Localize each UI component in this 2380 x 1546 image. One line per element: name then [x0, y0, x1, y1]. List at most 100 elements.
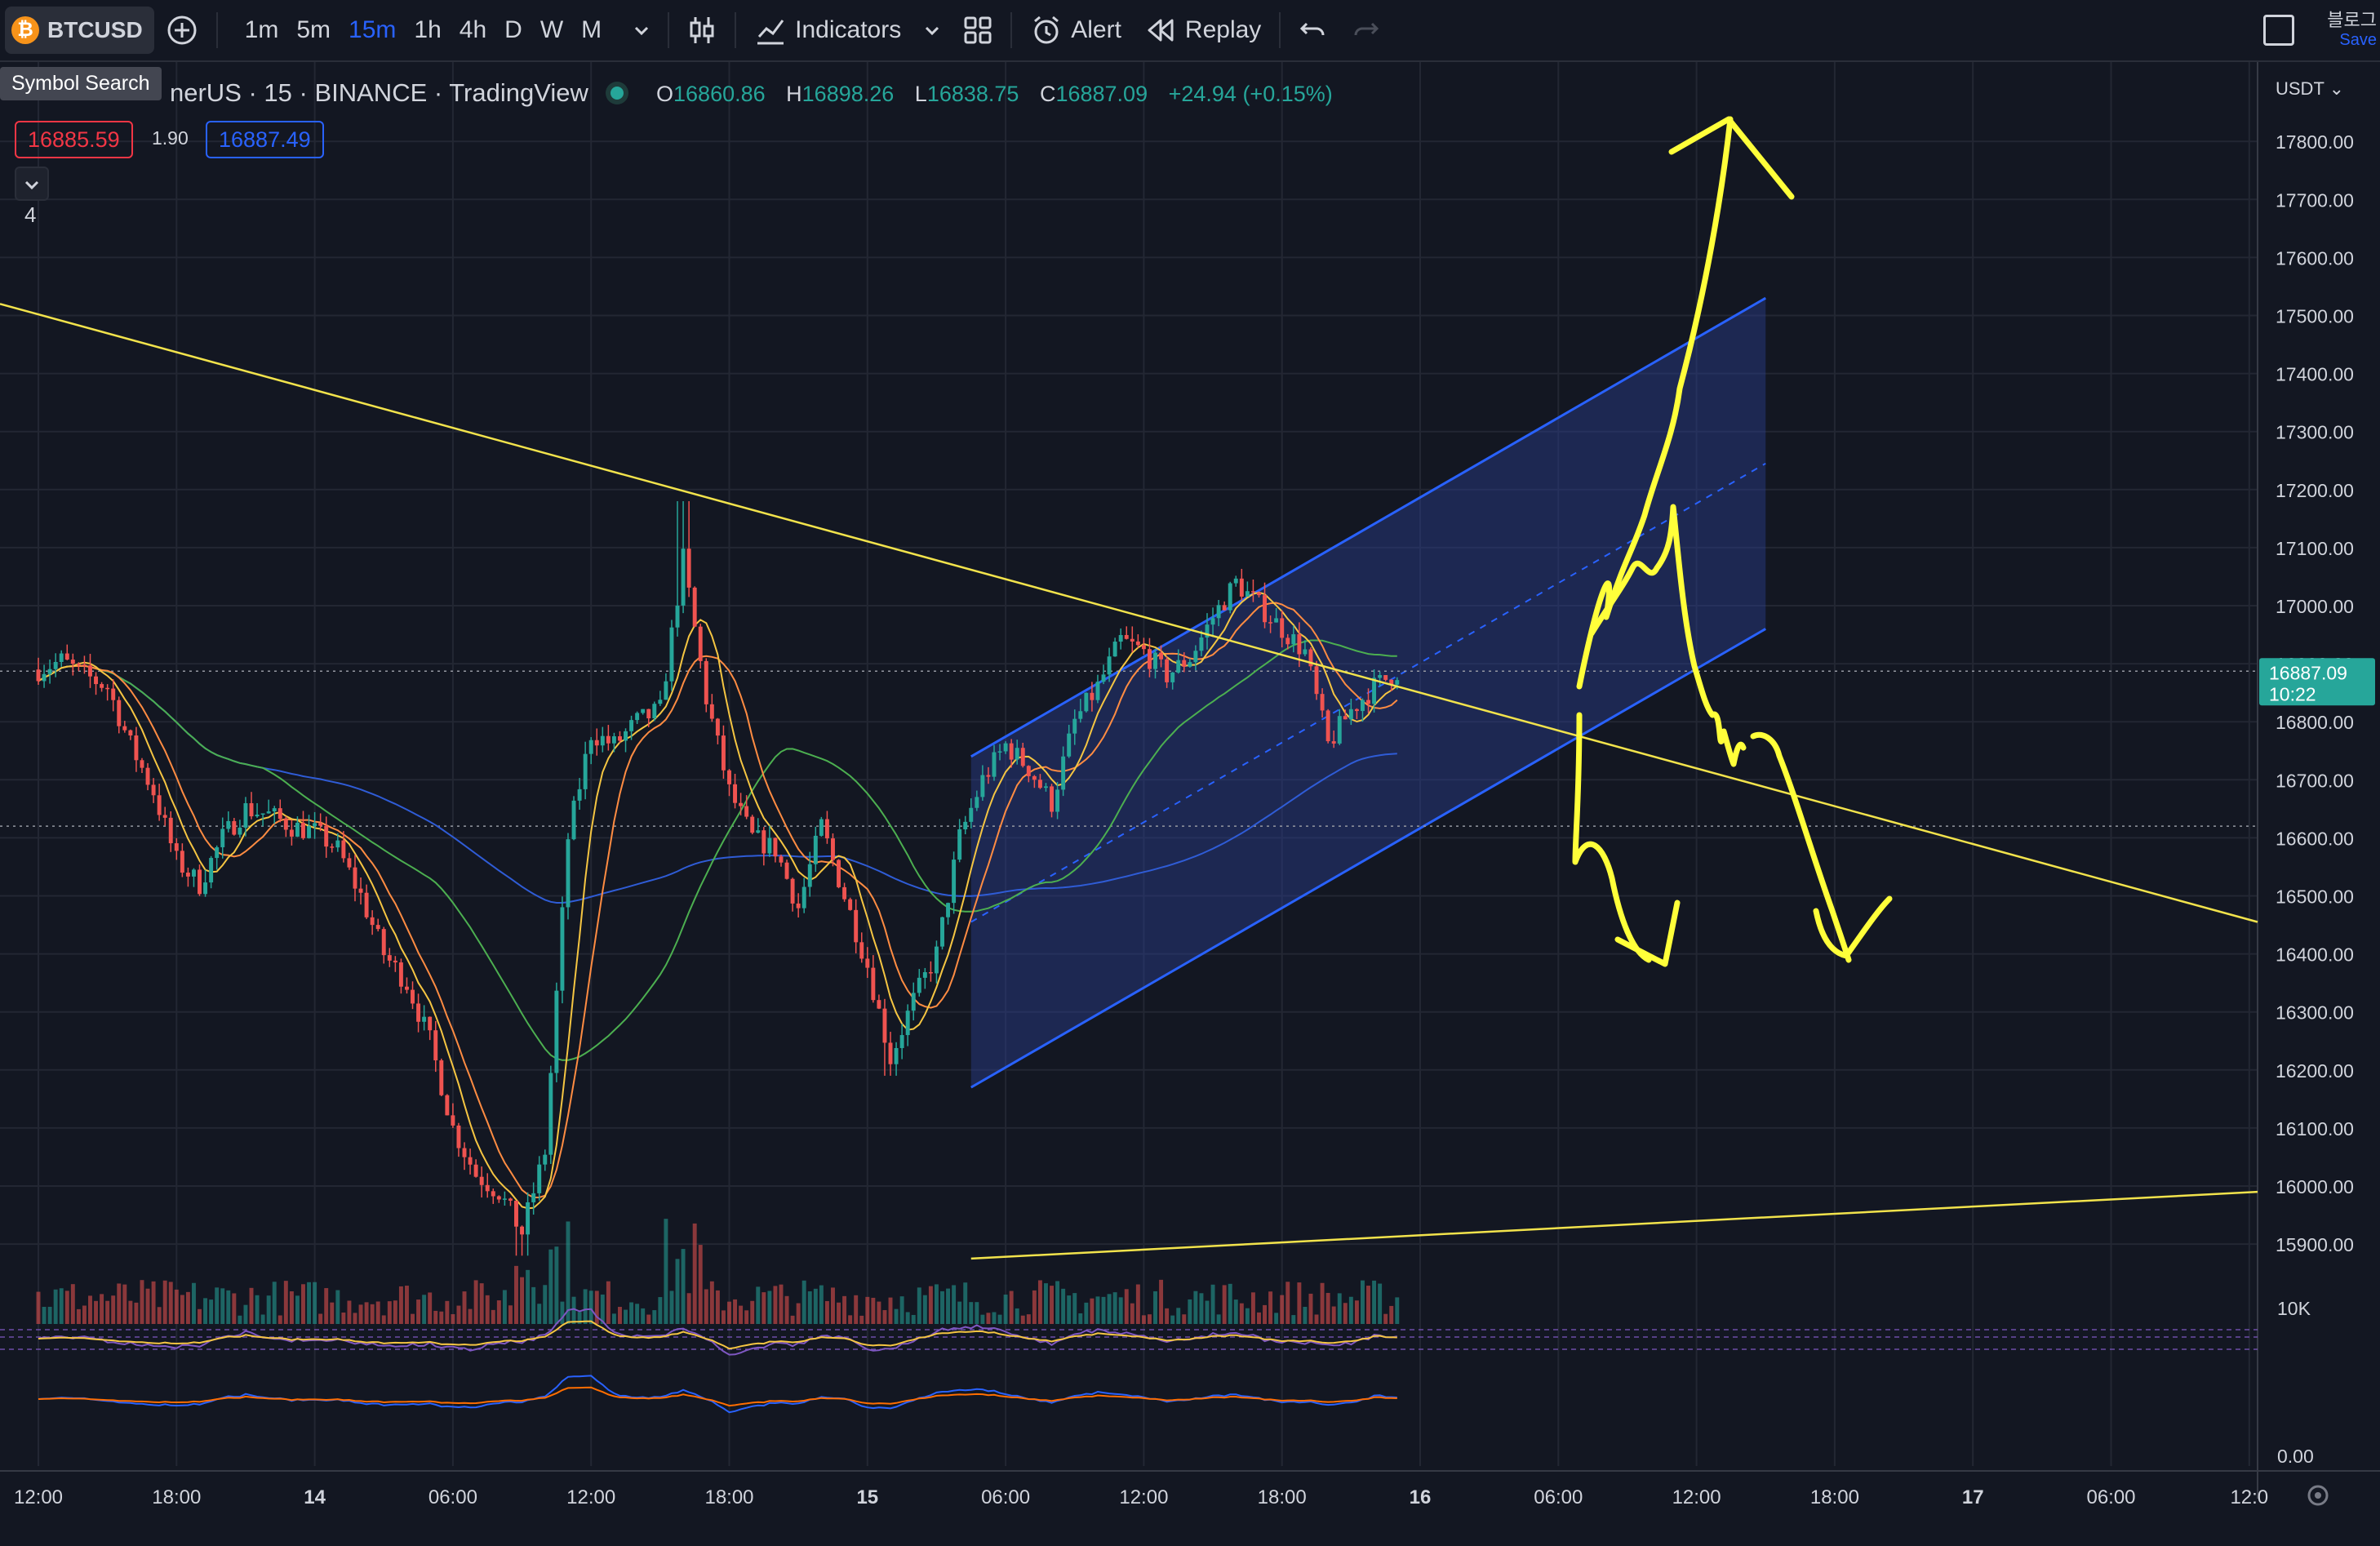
- volume-bar: [100, 1294, 104, 1324]
- candle: [341, 831, 346, 863]
- candle: [784, 860, 789, 880]
- undo-button[interactable]: [1287, 0, 1339, 60]
- currency-label[interactable]: USDT ⌄: [2276, 78, 2344, 99]
- volume-bar: [859, 1315, 864, 1324]
- layouts-button[interactable]: [952, 0, 1004, 60]
- candle: [203, 869, 208, 897]
- chart-type-button[interactable]: [676, 0, 728, 60]
- ascending-trendline[interactable]: [970, 1190, 2258, 1260]
- ma-fast-line: [38, 591, 1398, 1210]
- candle: [773, 837, 778, 863]
- spread-value: 1.90: [152, 127, 189, 149]
- volume-bar: [577, 1312, 582, 1324]
- volume-bar: [1366, 1286, 1370, 1324]
- volume-bar: [117, 1283, 122, 1324]
- timeframe-W[interactable]: W: [539, 16, 564, 43]
- candle: [473, 1159, 478, 1178]
- volume-pane[interactable]: [36, 1219, 1400, 1324]
- candle: [191, 868, 196, 887]
- y-tick-label: 15900.00: [2276, 1234, 2354, 1255]
- volume-bar: [105, 1300, 110, 1324]
- candle: [238, 820, 242, 838]
- sell-price-button[interactable]: 16885.59: [15, 121, 133, 158]
- candle: [404, 977, 409, 994]
- descending-trendline[interactable]: [0, 303, 2258, 923]
- volume-bar: [203, 1298, 208, 1324]
- volume-bar: [168, 1282, 173, 1324]
- volume-bar: [899, 1296, 904, 1324]
- alert-button[interactable]: Alert: [1019, 0, 1133, 60]
- timeframe-D[interactable]: D: [504, 16, 522, 43]
- candle: [330, 843, 335, 853]
- buy-price-button[interactable]: 16887.49: [206, 121, 324, 158]
- volume-bar: [1343, 1303, 1348, 1324]
- candle: [975, 790, 979, 811]
- volume-bar: [238, 1315, 242, 1324]
- volume-bar: [1210, 1284, 1215, 1324]
- candle: [1314, 660, 1319, 700]
- x-tick-label: 14: [304, 1486, 326, 1508]
- indicators-dropdown[interactable]: [912, 0, 952, 60]
- save-label: Save: [2339, 31, 2377, 49]
- y-tick-label: 17500.00: [2276, 306, 2354, 327]
- volume-bar: [272, 1282, 277, 1324]
- timeframe-5m[interactable]: 5m: [296, 16, 331, 43]
- timeframe-15m[interactable]: 15m: [349, 16, 397, 43]
- volume-bar: [600, 1294, 605, 1324]
- volume-bar: [824, 1300, 829, 1324]
- grid-icon: [964, 16, 992, 44]
- candle: [969, 798, 974, 829]
- candle: [859, 932, 864, 963]
- candle: [1193, 645, 1198, 671]
- timeframe-1m[interactable]: 1m: [244, 16, 279, 43]
- volume-bar: [744, 1310, 749, 1324]
- candle: [1159, 645, 1164, 668]
- channel-lower-line[interactable]: [970, 628, 1766, 1089]
- candle: [398, 958, 403, 994]
- replay-button[interactable]: Replay: [1133, 0, 1272, 60]
- timeframe-1h[interactable]: 1h: [414, 16, 442, 43]
- volume-bar: [1268, 1291, 1273, 1324]
- x-tick-label: 12:0: [2230, 1486, 2268, 1508]
- indicators-collapse-button[interactable]: 4: [15, 167, 49, 227]
- candle: [721, 725, 726, 780]
- candle: [709, 694, 714, 722]
- candle: [1072, 709, 1077, 745]
- volume-bar: [854, 1295, 859, 1324]
- candle: [514, 1200, 518, 1256]
- price-axis[interactable]: USDT ⌄ 17800.00 17700.00 17600.00 17500.00 17…: [2257, 62, 2354, 1499]
- volume-bar: [1297, 1282, 1302, 1324]
- gear-icon[interactable]: [2307, 1485, 2329, 1506]
- symbol-button[interactable]: ₿ BTCUSD: [5, 7, 154, 54]
- account-save[interactable]: 블로그 Save: [2327, 11, 2380, 50]
- volume-bar: [571, 1296, 576, 1324]
- volume-bar: [819, 1285, 824, 1324]
- candle: [882, 998, 887, 1076]
- time-axis[interactable]: 12:00 18:00 14 06:00 12:00 18:00 15 06:00 12:00 1…: [0, 1470, 2380, 1508]
- chart-canvas[interactable]: USDT ⌄ 17800.00 17700.00 17600.00 17500.00 17…: [0, 62, 2380, 1546]
- top-toolbar: ₿ BTCUSD 1m 5m 15m 1h 4h D W M Indicators Alert…: [0, 0, 2380, 62]
- volume-bar: [364, 1302, 369, 1324]
- candle: [1268, 615, 1273, 633]
- candlestick-series[interactable]: [36, 501, 1400, 1256]
- volume-bar: [215, 1287, 220, 1324]
- redo-button[interactable]: [1339, 0, 1392, 60]
- volume-bar: [387, 1301, 392, 1324]
- volume-bar: [1233, 1299, 1238, 1324]
- timeframe-dropdown[interactable]: [622, 0, 661, 60]
- volume-bar: [1072, 1293, 1077, 1324]
- x-tick-label: 06:00: [428, 1486, 477, 1508]
- y-tick-label: 17800.00: [2276, 131, 2354, 153]
- account-label: 블로그: [2327, 10, 2377, 30]
- timeframe-4h[interactable]: 4h: [459, 16, 487, 43]
- candle: [796, 893, 801, 918]
- volume-bar: [1078, 1313, 1083, 1324]
- indicators-button[interactable]: Indicators: [743, 0, 912, 60]
- compare-add-button[interactable]: [154, 0, 210, 60]
- candle: [664, 673, 668, 700]
- legend-ohlc: O16860.86 H16898.26 L16838.75 C16887.09 …: [656, 82, 1348, 107]
- timeframe-M[interactable]: M: [581, 16, 602, 43]
- fullscreen-icon[interactable]: [2263, 15, 2295, 46]
- candle: [1026, 765, 1031, 783]
- candle: [588, 737, 593, 765]
